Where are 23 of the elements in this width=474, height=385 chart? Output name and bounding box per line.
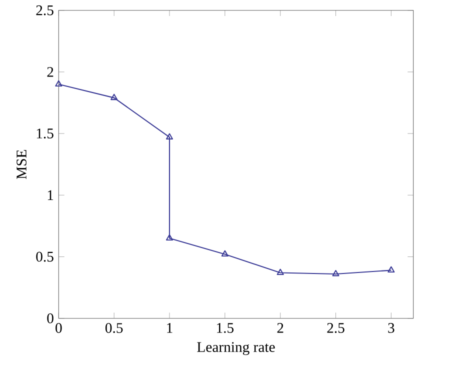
y-tick-label: 1.5 <box>36 128 54 138</box>
point <box>388 266 395 273</box>
x-tick-label: 0 <box>56 323 62 333</box>
x-tick-label: 2 <box>277 323 284 333</box>
y-tick-label: 2.5 <box>36 5 54 16</box>
point <box>110 94 118 100</box>
x-tick-label: 3 <box>388 323 394 333</box>
y-tick-label: 2 <box>47 67 54 77</box>
point <box>221 250 228 257</box>
x-tick-label: 2.5 <box>327 323 344 333</box>
point <box>55 80 62 87</box>
x-tick-label: 0.5 <box>105 323 123 334</box>
point <box>166 133 174 140</box>
y-axis-title: MSE <box>16 150 26 179</box>
point <box>276 268 284 276</box>
y-tick-label: 0 <box>47 313 54 324</box>
point <box>332 270 340 276</box>
y-tick-label: 1 <box>48 190 54 200</box>
x-tick-label: 1.5 <box>217 323 234 333</box>
point <box>166 234 174 241</box>
x-axis-title: Learning rate <box>197 342 275 356</box>
y-tick-label: 0.5 <box>36 252 54 262</box>
x-tick-label: 1 <box>167 323 172 333</box>
